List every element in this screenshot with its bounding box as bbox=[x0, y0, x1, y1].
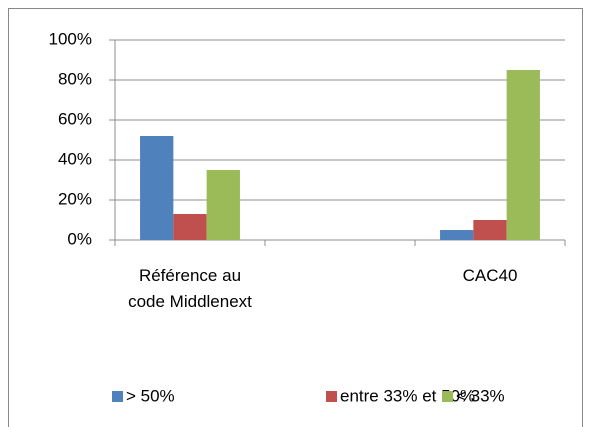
x-tick-label: Référence au code Middlenext bbox=[128, 266, 252, 311]
legend-swatch bbox=[326, 391, 337, 402]
bar bbox=[173, 214, 207, 240]
legend-label: < 33% bbox=[456, 386, 505, 405]
bar bbox=[440, 230, 474, 240]
chart-border bbox=[8, 8, 583, 427]
bar bbox=[140, 136, 174, 240]
bar bbox=[473, 220, 507, 240]
y-tick-label: 60% bbox=[58, 109, 92, 128]
x-tick-label: CAC40 bbox=[462, 266, 518, 285]
y-tick-label: 100% bbox=[49, 29, 92, 48]
y-tick-label: 20% bbox=[58, 189, 92, 208]
y-tick-label: 80% bbox=[58, 69, 92, 88]
bar bbox=[506, 70, 540, 240]
legend-label: > 50% bbox=[126, 386, 175, 405]
legend-swatch bbox=[442, 391, 453, 402]
legend-swatch bbox=[112, 391, 123, 402]
legend-label: entre 33% et 50% bbox=[340, 386, 475, 405]
y-tick-label: 0% bbox=[67, 229, 92, 248]
bar bbox=[206, 170, 240, 240]
y-tick-label: 40% bbox=[58, 149, 92, 168]
